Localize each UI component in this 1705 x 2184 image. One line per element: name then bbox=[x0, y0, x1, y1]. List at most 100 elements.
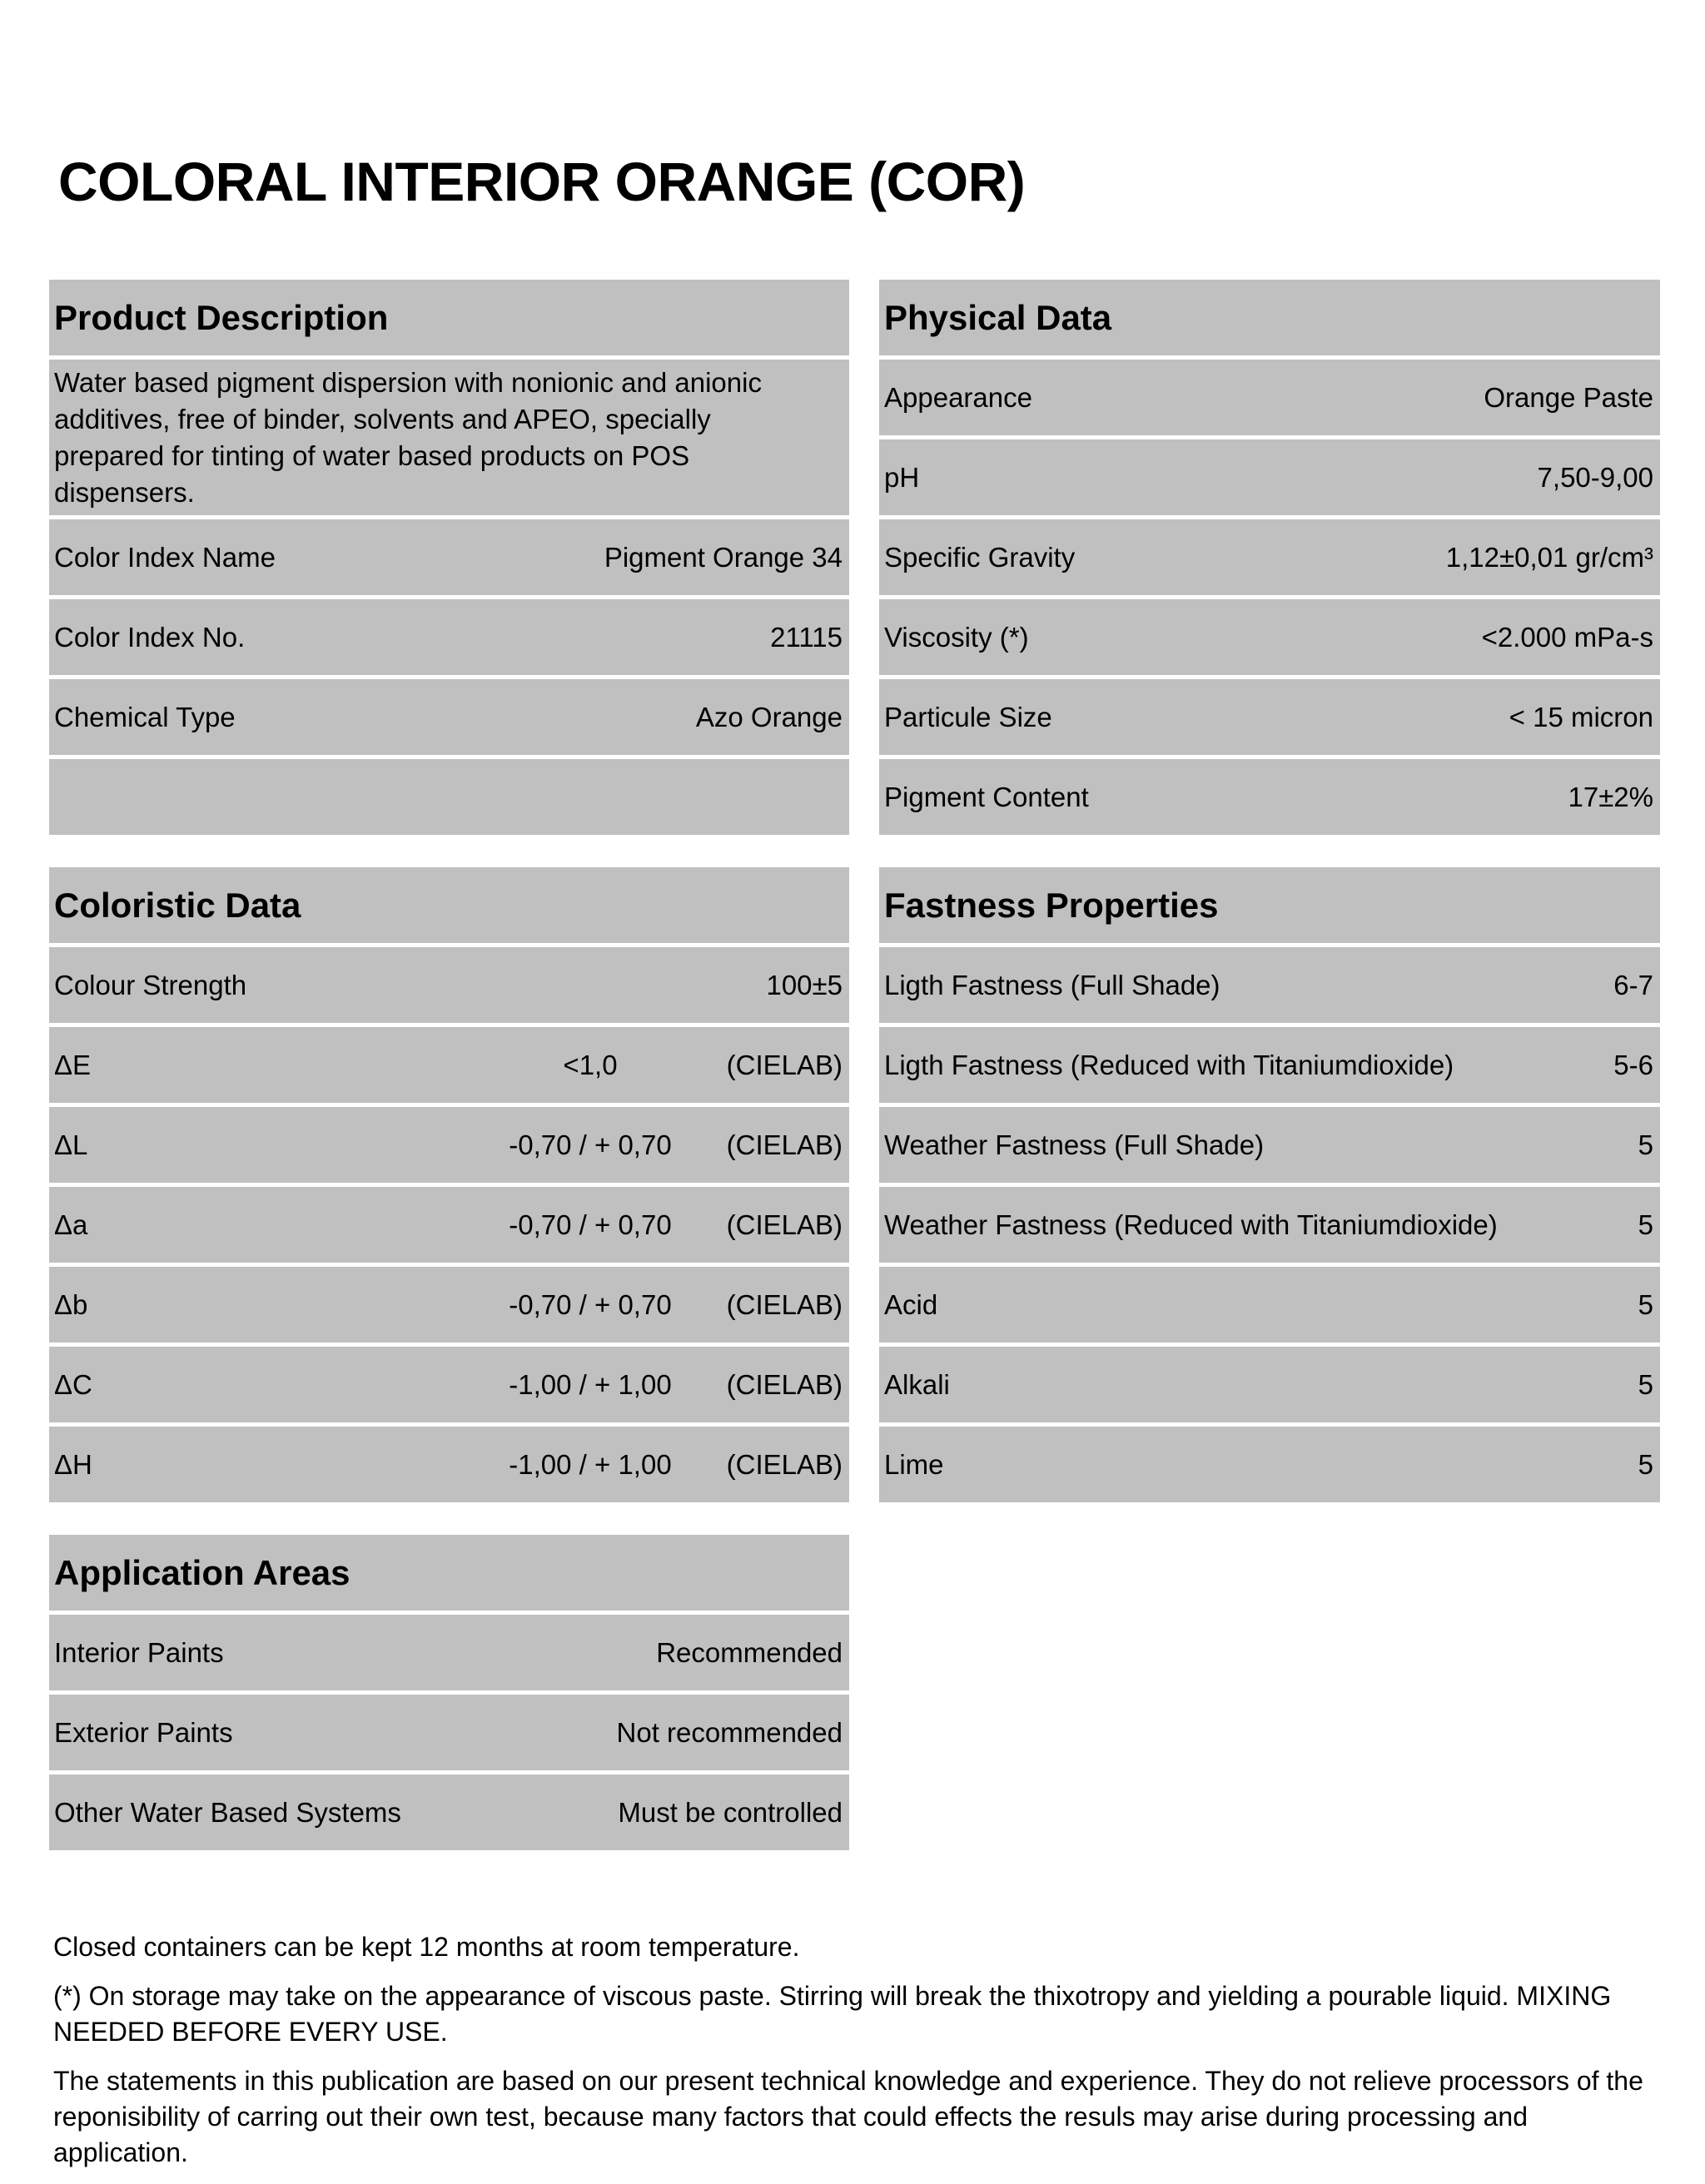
table-header: Application Areas bbox=[49, 1535, 849, 1611]
table-header: Product Description bbox=[49, 280, 849, 355]
row-label: Ligth Fastness (Full Shade) bbox=[884, 969, 1220, 1000]
row-label: Particule Size bbox=[884, 701, 1052, 732]
row-value: 5 bbox=[1638, 1448, 1653, 1480]
row-value: -0,70 / + 0,70 bbox=[509, 1209, 672, 1240]
empty-row bbox=[49, 759, 849, 835]
row-label: ΔH bbox=[54, 1448, 92, 1480]
row-label: Δa bbox=[54, 1209, 88, 1240]
row-value: Recommended bbox=[656, 1636, 843, 1668]
row-label: Chemical Type bbox=[54, 701, 236, 732]
row-label: ΔC bbox=[54, 1368, 92, 1400]
row-label: pH bbox=[884, 461, 920, 493]
row-value: <2.000 mPa-s bbox=[1481, 621, 1653, 653]
table-row: Other Water Based Systems Must be control… bbox=[49, 1774, 849, 1850]
row-label: ΔL bbox=[54, 1129, 88, 1160]
row-unit: (CIELAB) bbox=[726, 1368, 843, 1400]
row-label: Exterior Paints bbox=[54, 1716, 233, 1748]
table-row: Color Index No. 21115 bbox=[49, 599, 849, 675]
row-value: Azo Orange bbox=[695, 701, 843, 732]
row-value: Pigment Orange 34 bbox=[604, 541, 843, 573]
header-label: Coloristic Data bbox=[54, 885, 301, 925]
table-row: Appearance Orange Paste bbox=[879, 360, 1660, 435]
table-row: ΔC -1,00 / + 1,00 (CIELAB) bbox=[49, 1347, 849, 1422]
table-row: Chemical Type Azo Orange bbox=[49, 679, 849, 755]
row-unit: (CIELAB) bbox=[726, 1129, 843, 1160]
row-label: Δb bbox=[54, 1288, 88, 1320]
table-row: Alkali 5 bbox=[879, 1347, 1660, 1422]
table-row: Acid 5 bbox=[879, 1267, 1660, 1343]
header-label: Product Description bbox=[54, 297, 389, 337]
row-label: ΔE bbox=[54, 1049, 92, 1080]
table-row: Particule Size < 15 micron bbox=[879, 679, 1660, 755]
row-value: 5 bbox=[1638, 1288, 1653, 1320]
table-row: Exterior Paints Not recommended bbox=[49, 1695, 849, 1770]
row-label: Weather Fastness (Reduced with Titaniumd… bbox=[884, 1209, 1498, 1240]
row-label: Weather Fastness (Full Shade) bbox=[884, 1129, 1265, 1160]
table-row: Δb -0,70 / + 0,70 (CIELAB) bbox=[49, 1267, 849, 1343]
table-row: Lime 5 bbox=[879, 1427, 1660, 1502]
description-text: Water based pigment dispersion with noni… bbox=[54, 366, 762, 508]
row-value: 5-6 bbox=[1613, 1049, 1653, 1080]
row-value: -0,70 / + 0,70 bbox=[509, 1129, 672, 1160]
table-row: Δa -0,70 / + 0,70 (CIELAB) bbox=[49, 1187, 849, 1263]
row-label: Lime bbox=[884, 1448, 944, 1480]
physical-data-table: Physical Data Appearance Orange Paste pH 7… bbox=[879, 280, 1660, 839]
application-areas-table: Application Areas Interior Paints Recomme… bbox=[49, 1535, 849, 1854]
table-header: Coloristic Data bbox=[49, 867, 849, 943]
row-value: 6-7 bbox=[1613, 969, 1653, 1000]
row-value: 5 bbox=[1638, 1129, 1653, 1160]
table-row: Interior Paints Recommended bbox=[49, 1615, 849, 1690]
row-label: Ligth Fastness (Reduced with Titaniumdio… bbox=[884, 1049, 1454, 1080]
description-row: Water based pigment dispersion with noni… bbox=[49, 360, 849, 515]
page-title: COLORAL INTERIOR ORANGE (COR) bbox=[58, 151, 1026, 212]
table-row: ΔE <1,0 (CIELAB) bbox=[49, 1027, 849, 1103]
row-value: 21115 bbox=[770, 621, 843, 653]
table-row: Specific Gravity 1,12±0,01 gr/cm³ bbox=[879, 519, 1660, 595]
table-row: Ligth Fastness (Reduced with Titaniumdio… bbox=[879, 1027, 1660, 1103]
row-value: < 15 micron bbox=[1509, 701, 1653, 732]
row-unit: (CIELAB) bbox=[726, 1049, 843, 1080]
disclaimer-note: The statements in this publication are b… bbox=[53, 2066, 1643, 2167]
table-row: Pigment Content 17±2% bbox=[879, 759, 1660, 835]
table-row: Ligth Fastness (Full Shade) 6-7 bbox=[879, 947, 1660, 1023]
row-label: Alkali bbox=[884, 1368, 950, 1400]
coloristic-data-table: Coloristic Data Colour Strength 100±5 ΔE <… bbox=[49, 867, 849, 1506]
row-unit: (CIELAB) bbox=[726, 1288, 843, 1320]
table-row: Color Index Name Pigment Orange 34 bbox=[49, 519, 849, 595]
row-label: Viscosity (*) bbox=[884, 621, 1029, 653]
table-header: Physical Data bbox=[879, 280, 1660, 355]
row-value: 5 bbox=[1638, 1209, 1653, 1240]
row-label: Specific Gravity bbox=[884, 541, 1076, 573]
product-description-table: Product Description Water based pigment … bbox=[49, 280, 849, 839]
row-value: -1,00 / + 1,00 bbox=[509, 1368, 672, 1400]
row-label: Colour Strength bbox=[54, 969, 247, 1000]
table-row: Colour Strength 100±5 bbox=[49, 947, 849, 1023]
row-label: Appearance bbox=[884, 381, 1032, 413]
row-value: <1,0 bbox=[563, 1049, 618, 1080]
row-value: 5 bbox=[1638, 1368, 1653, 1400]
footnotes: Closed containers can be kept 12 months … bbox=[53, 1929, 1652, 2184]
row-label: Acid bbox=[884, 1288, 938, 1320]
table-row: pH 7,50-9,00 bbox=[879, 439, 1660, 515]
row-value: 100±5 bbox=[766, 969, 843, 1000]
viscosity-note: (*) On storage may take on the appearanc… bbox=[53, 1981, 1612, 2047]
row-label: Color Index Name bbox=[54, 541, 276, 573]
table-row: ΔH -1,00 / + 1,00 (CIELAB) bbox=[49, 1427, 849, 1502]
table-row: ΔL -0,70 / + 0,70 (CIELAB) bbox=[49, 1107, 849, 1183]
row-value: 7,50-9,00 bbox=[1537, 461, 1653, 493]
row-value: 17±2% bbox=[1568, 781, 1653, 812]
table-row: Viscosity (*) <2.000 mPa-s bbox=[879, 599, 1660, 675]
row-value: -1,00 / + 1,00 bbox=[509, 1448, 672, 1480]
row-value: Must be controlled bbox=[618, 1796, 843, 1828]
row-value: 1,12±0,01 gr/cm³ bbox=[1445, 541, 1653, 573]
row-label: Other Water Based Systems bbox=[54, 1796, 401, 1828]
table-row: Weather Fastness (Full Shade) 5 bbox=[879, 1107, 1660, 1183]
row-label: Pigment Content bbox=[884, 781, 1089, 812]
row-unit: (CIELAB) bbox=[726, 1448, 843, 1480]
header-label: Application Areas bbox=[54, 1552, 350, 1592]
storage-note: Closed containers can be kept 12 months … bbox=[53, 1932, 800, 1962]
header-label: Fastness Properties bbox=[884, 885, 1219, 925]
row-unit: (CIELAB) bbox=[726, 1209, 843, 1240]
row-label: Interior Paints bbox=[54, 1636, 224, 1668]
table-header: Fastness Properties bbox=[879, 867, 1660, 943]
